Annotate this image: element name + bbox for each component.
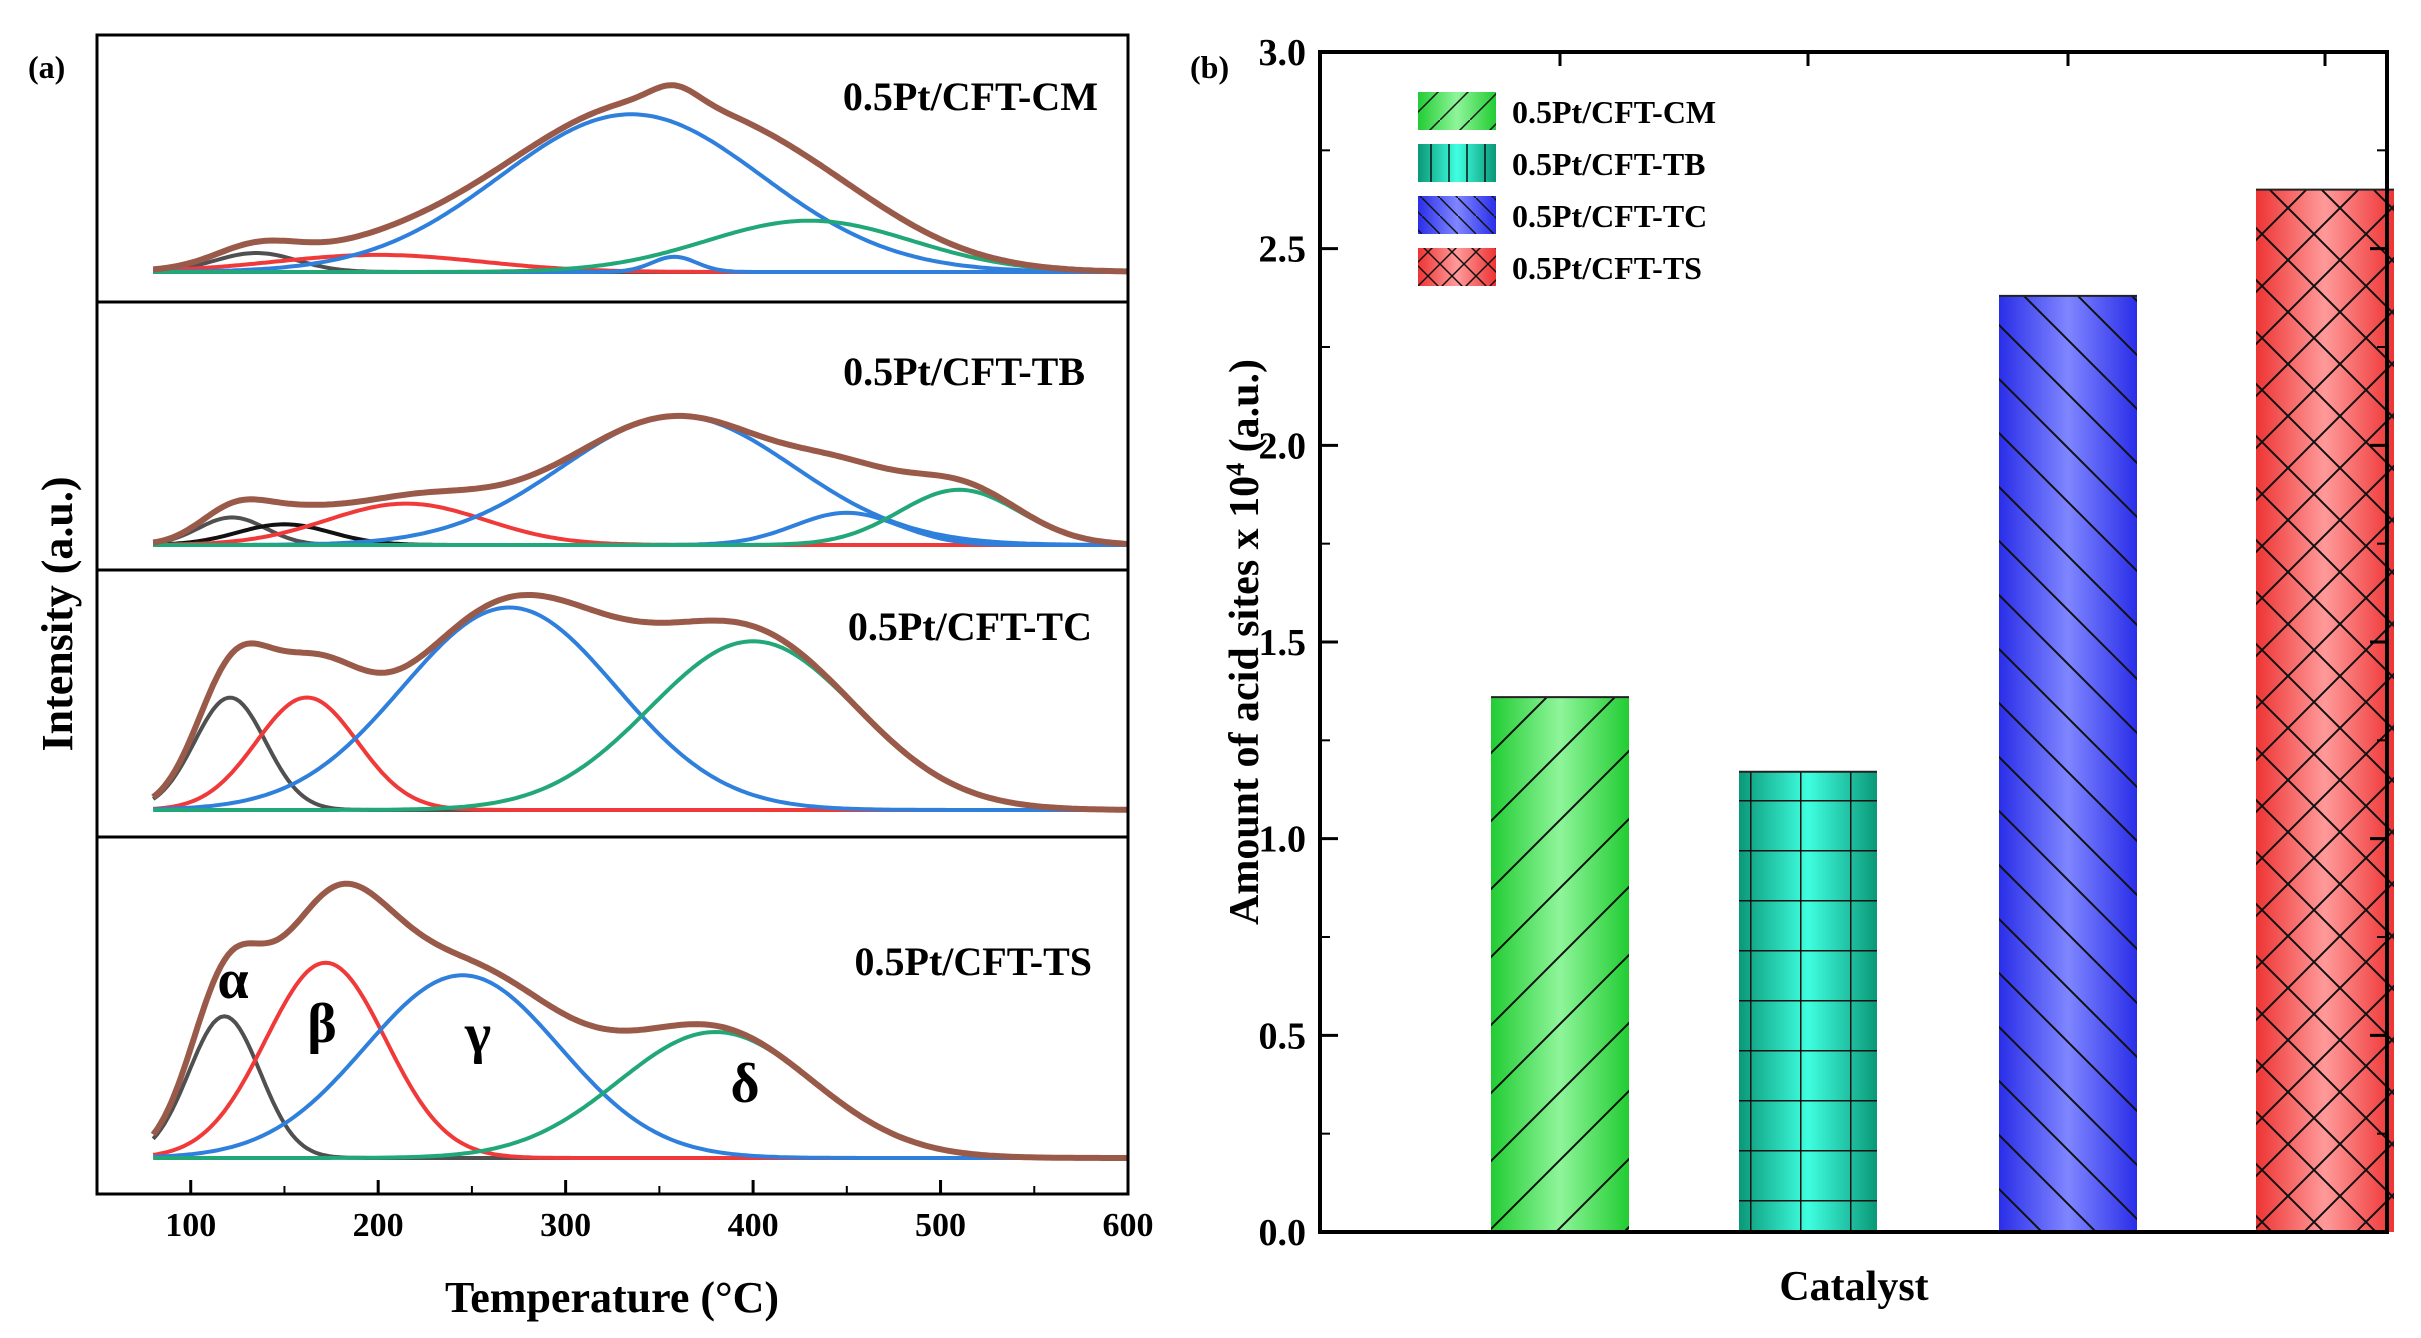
legend-swatch-hatch-2: [1418, 144, 1496, 182]
peak-label-delta: δ: [730, 1053, 759, 1115]
spectrum-1: [152, 82, 1129, 275]
legend-label-2: 0.5Pt/CFT-TB: [1512, 146, 1706, 182]
legend-label-1: 0.5Pt/CFT-CM: [1512, 94, 1716, 130]
x-tick-label-400: 400: [728, 1207, 779, 1244]
peak-gamma-4-3: [153, 973, 1128, 1160]
y-tick-label-0.0: 0.0: [1259, 1212, 1307, 1254]
x-tick-label-100: 100: [165, 1207, 216, 1244]
legend-swatch-hatch-4: [1418, 248, 1496, 286]
legend-item-3: 0.5Pt/CFT-TC: [1418, 196, 1707, 234]
panel-b-bars: [1491, 188, 2394, 1233]
panel-b: (b) 0.00.51.01.52.02.53.0 0.5Pt/CFT-CM0.…: [1190, 32, 2394, 1310]
panel-b-ylabel: Amount of acid sites x 104 (a.u.): [1221, 359, 1269, 925]
y-tick-label-2.5: 2.5: [1259, 229, 1307, 271]
bar-3: [1999, 294, 2137, 1232]
peak-gamma-1-3: [153, 112, 1128, 274]
panel-a-ylabel: Intensity (a.u.): [33, 476, 82, 751]
bar-hatch-2: [1739, 771, 1877, 1232]
bar-hatch-4: [2256, 189, 2394, 1233]
y-tick-label-1.5: 1.5: [1259, 622, 1307, 664]
x-tick-label-300: 300: [540, 1207, 591, 1244]
panel-a-x-axis: 100 200 300 400 500 600: [96, 1180, 1154, 1244]
y-tick-label-3.0: 3.0: [1259, 32, 1307, 74]
peak-delta-3-4: [153, 639, 1129, 812]
peak-alpha-4-1: [151, 1014, 1128, 1160]
x-tick-label-600: 600: [1103, 1207, 1154, 1244]
bar-4: [2256, 188, 2394, 1233]
panel-b-label: (b): [1190, 49, 1229, 85]
legend: 0.5Pt/CFT-CM 0.5Pt/CFT-TB 0.5Pt/CFT-TC 0.5P…: [1418, 92, 1716, 286]
legend-label-3: 0.5Pt/CFT-TC: [1512, 198, 1707, 234]
peak-label-gamma: γ: [464, 1003, 491, 1065]
legend-label-4: 0.5Pt/CFT-TS: [1512, 250, 1702, 286]
y-tick-label-1.0: 1.0: [1259, 819, 1307, 861]
legend-item-1: 0.5Pt/CFT-CM: [1418, 92, 1716, 130]
envelope-3: [151, 592, 1129, 813]
peak-label-beta: β: [307, 993, 337, 1055]
peak-delta-2-6: [153, 487, 1129, 547]
bar-2: [1739, 770, 1877, 1232]
panel-a: (a) 0.5Pt/CFT-CM 0.5Pt/CFT-TB 0.5Pt/CFT-…: [28, 33, 1154, 1322]
spectrum-4: [150, 880, 1128, 1161]
panel-b-xlabel: Catalyst: [1779, 1264, 1928, 1310]
peak-delta-4-4: [153, 1029, 1128, 1160]
envelope-2: [152, 412, 1129, 547]
peak-label-alpha: α: [217, 949, 248, 1011]
y-tick-label-0.5: 0.5: [1259, 1015, 1307, 1057]
bar-hatch-1: [1491, 697, 1629, 1232]
legend-swatch-hatch-1: [1418, 92, 1496, 130]
label-ts: 0.5Pt/CFT-TS: [855, 939, 1092, 984]
envelope-1: [152, 82, 1128, 275]
legend-item-4: 0.5Pt/CFT-TS: [1418, 248, 1702, 286]
peak-beta-4-2: [152, 960, 1128, 1160]
panel-a-frame: [95, 33, 1130, 1196]
x-tick-label-200: 200: [353, 1207, 404, 1244]
peak-delta-1-5: [153, 218, 1129, 274]
legend-item-2: 0.5Pt/CFT-TB: [1418, 144, 1706, 182]
label-tc: 0.5Pt/CFT-TC: [848, 604, 1092, 649]
panel-a-xlabel: Temperature (°C): [445, 1273, 779, 1322]
label-cm: 0.5Pt/CFT-CM: [843, 74, 1098, 119]
bar-hatch-3: [1999, 295, 2137, 1232]
envelope-4: [150, 880, 1128, 1161]
panel-a-label: (a): [28, 49, 65, 85]
spectrum-3: [151, 592, 1129, 813]
legend-swatch-hatch-3: [1418, 196, 1496, 234]
panel-a-curves: [150, 82, 1129, 1161]
spectrum-2: [152, 412, 1129, 547]
y-tick-label-2.0: 2.0: [1259, 425, 1307, 467]
x-tick-label-500: 500: [915, 1207, 966, 1244]
label-tb: 0.5Pt/CFT-TB: [843, 349, 1085, 394]
bar-1: [1491, 696, 1629, 1232]
panel-b-y-axis: 0.0 0.5 1.0 1.5 2.0 2.5 3.0: [1259, 32, 2387, 1254]
